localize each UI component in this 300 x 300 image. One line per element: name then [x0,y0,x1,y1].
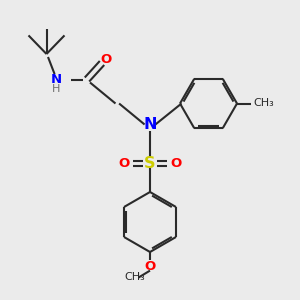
Text: N: N [50,73,62,86]
Text: O: O [144,260,156,273]
Text: N: N [143,117,157,132]
Text: O: O [100,53,111,66]
Text: CH₃: CH₃ [254,98,274,109]
Text: H: H [52,84,61,94]
Text: O: O [118,157,130,170]
Text: CH₃: CH₃ [124,272,146,283]
Text: S: S [144,156,156,171]
Text: O: O [170,157,182,170]
